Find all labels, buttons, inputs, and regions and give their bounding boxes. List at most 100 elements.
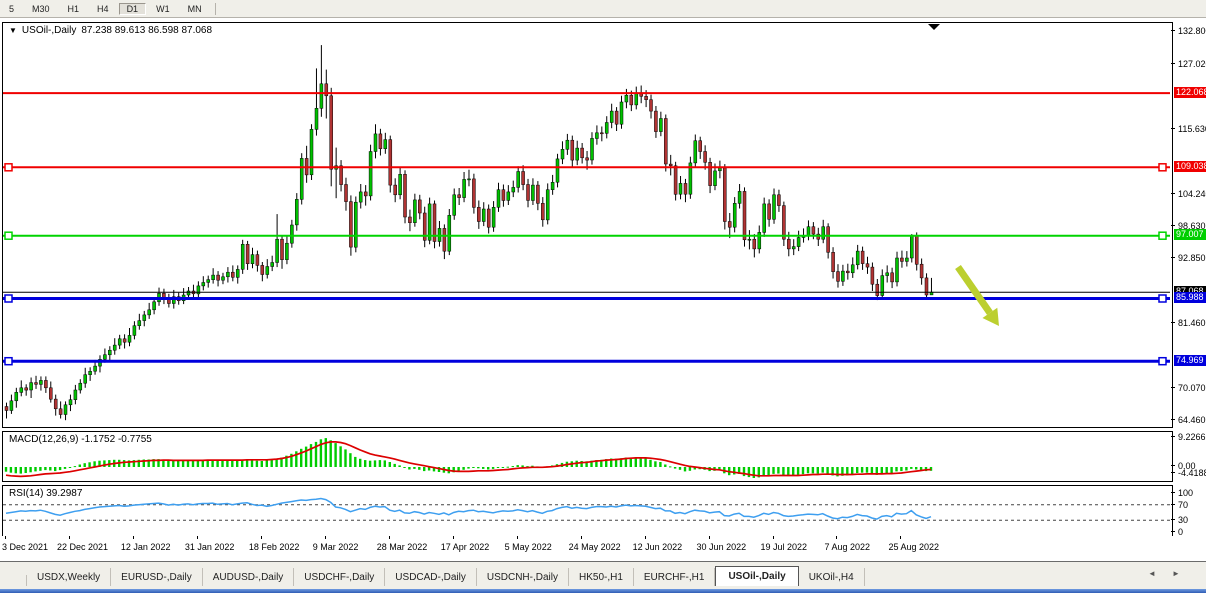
date-tick (516, 536, 518, 539)
date-label: 17 Apr 2022 (440, 542, 490, 552)
tab-usoil-daily[interactable]: USOil-,Daily (715, 566, 799, 587)
rsi-line (5, 497, 932, 520)
tick-dash (1171, 322, 1175, 324)
date-tick (836, 536, 838, 539)
toolbar-separator (214, 2, 216, 15)
date-tick (196, 536, 198, 539)
rsi-chart (3, 497, 1170, 521)
date-tick (708, 536, 710, 539)
date-label: 5 May 2022 (504, 542, 552, 552)
tab-usdcad-daily[interactable]: USDCAD-,Daily (385, 568, 477, 587)
line-handle[interactable] (1158, 356, 1167, 366)
date-label: 9 Mar 2022 (312, 542, 359, 552)
date-label: 24 May 2022 (568, 542, 621, 552)
rsi-label: RSI(14) 39.2987 (9, 488, 83, 499)
tick-dash (1171, 192, 1175, 194)
date-tick (452, 536, 454, 539)
date-label: 22 Dec 2021 (56, 542, 108, 552)
tab-usdx-weekly[interactable]: USDX,Weekly (27, 568, 112, 587)
tab-ukoil-h4[interactable]: UKOil-,H4 (799, 568, 865, 587)
chart-title-symbol: USOil-,Daily (21, 25, 77, 36)
tick-dash (1171, 30, 1175, 31)
line-handle[interactable] (1158, 163, 1167, 172)
date-tick (324, 536, 326, 539)
date-label: 28 Mar 2022 (376, 542, 428, 552)
candles-layer (4, 45, 934, 421)
symbol-dropdown-icon[interactable]: ▼ (9, 26, 17, 35)
price-tag-85.988: 85.988 (1174, 291, 1206, 303)
tab-usdcnh-daily[interactable]: USDCNH-,Daily (477, 568, 569, 587)
macd-histogram (4, 438, 933, 478)
tick-dash (1171, 127, 1175, 129)
line-handle[interactable] (4, 356, 13, 366)
price-tag-74.969: 74.969 (1174, 354, 1206, 366)
period-button-h1[interactable]: H1 (67, 3, 80, 14)
tab-scroll-right-icon[interactable]: ► (1172, 569, 1180, 578)
line-handle[interactable] (4, 294, 13, 303)
trend-arrow-icon[interactable] (982, 307, 1000, 326)
tab-eurchf-h1[interactable]: EURCHF-,H1 (634, 568, 716, 587)
date-tick (5, 536, 6, 539)
main-chart-panel: ▼ USOil-,Daily 87.238 89.613 86.598 87.0… (2, 22, 1173, 428)
rsi-panel: RSI(14) 39.2987 (2, 485, 1173, 537)
chart-title: ▼ USOil-,Daily 87.238 89.613 86.598 87.0… (9, 25, 212, 36)
date-label: 12 Jun 2022 (632, 542, 683, 552)
date-label: 3 Dec 2021 (2, 542, 49, 552)
period-button-w1[interactable]: W1 (156, 3, 170, 14)
date-tick (644, 536, 646, 539)
date-tick (132, 536, 134, 539)
tab-scroll-left-icon[interactable]: ◄ (1148, 569, 1156, 578)
macd-chart (4, 438, 933, 478)
date-tick (772, 536, 774, 539)
tick-dash (1171, 224, 1175, 226)
date-label: 7 Aug 2022 (824, 542, 871, 552)
timeframe-toolbar: 5 M30 H1 H4 D1 W1 MN (0, 0, 1206, 18)
tick-dash (1171, 257, 1175, 259)
date-tick (260, 536, 262, 539)
trend-arrow-shaft[interactable] (955, 265, 993, 315)
date-label: 25 Aug 2022 (888, 542, 939, 552)
tick-dash (1171, 419, 1175, 420)
macd-label: MACD(12,26,9) -1.1752 -0.7755 (9, 434, 152, 445)
tab-audusd-daily[interactable]: AUDUSD-,Daily (203, 568, 295, 587)
tab-hk50-h1[interactable]: HK50-,H1 (569, 568, 634, 587)
period-button-5[interactable]: 5 (9, 3, 15, 14)
price-axis: 132.800127.020115.630104.24098.63092.850… (1171, 0, 1206, 593)
line-handle[interactable] (4, 231, 13, 240)
price-tag-122.068: 122.068 (1174, 86, 1206, 98)
macd-signal-line (5, 441, 932, 478)
period-button-m30[interactable]: M30 (32, 3, 50, 14)
date-tick (68, 536, 70, 539)
tab-usdchf-daily[interactable]: USDCHF-,Daily (294, 568, 386, 587)
date-label: 31 Jan 2022 (184, 542, 235, 552)
tick-dash (1171, 387, 1175, 389)
symbol-tabs: USDX,Weekly EURUSD-,Daily AUDUSD-,Daily USD… (0, 561, 1206, 587)
triangle-down-marker[interactable] (928, 24, 940, 30)
tick-dash (1171, 62, 1175, 64)
date-label: 18 Feb 2022 (248, 542, 300, 552)
line-handle[interactable] (1158, 231, 1167, 240)
macd-panel: MACD(12,26,9) -1.1752 -0.7755 (2, 431, 1173, 482)
chart-title-ohlc: 87.238 89.613 86.598 87.068 (81, 25, 213, 36)
line-handle[interactable] (1158, 294, 1167, 303)
status-bar (0, 586, 1206, 589)
period-button-mn[interactable]: MN (187, 3, 202, 14)
taskbar-strip (0, 589, 1206, 593)
tab-eurusd-daily[interactable]: EURUSD-,Daily (111, 568, 203, 587)
period-button-d1[interactable]: D1 (118, 2, 147, 15)
date-tick (900, 536, 902, 539)
line-handle[interactable] (4, 163, 13, 172)
period-button-h4[interactable]: H4 (97, 3, 109, 14)
price-tag-87.068: 87.068 (1174, 285, 1206, 297)
tabbar-left-pad (0, 575, 27, 587)
candlestick-chart (3, 24, 1170, 421)
price-tag-109.038: 109.038 (1174, 160, 1206, 172)
date-tick (388, 536, 390, 539)
date-label: 12 Jan 2022 (120, 542, 171, 552)
price-tag-97.007: 97.007 (1174, 229, 1206, 241)
date-tick (580, 536, 582, 539)
date-label: 19 Jul 2022 (760, 542, 808, 552)
date-label: 30 Jun 2022 (696, 542, 747, 552)
time-axis: 3 Dec 2021 22 Dec 2021 12 Jan 2022 31 Jan 2… (0, 536, 1206, 560)
